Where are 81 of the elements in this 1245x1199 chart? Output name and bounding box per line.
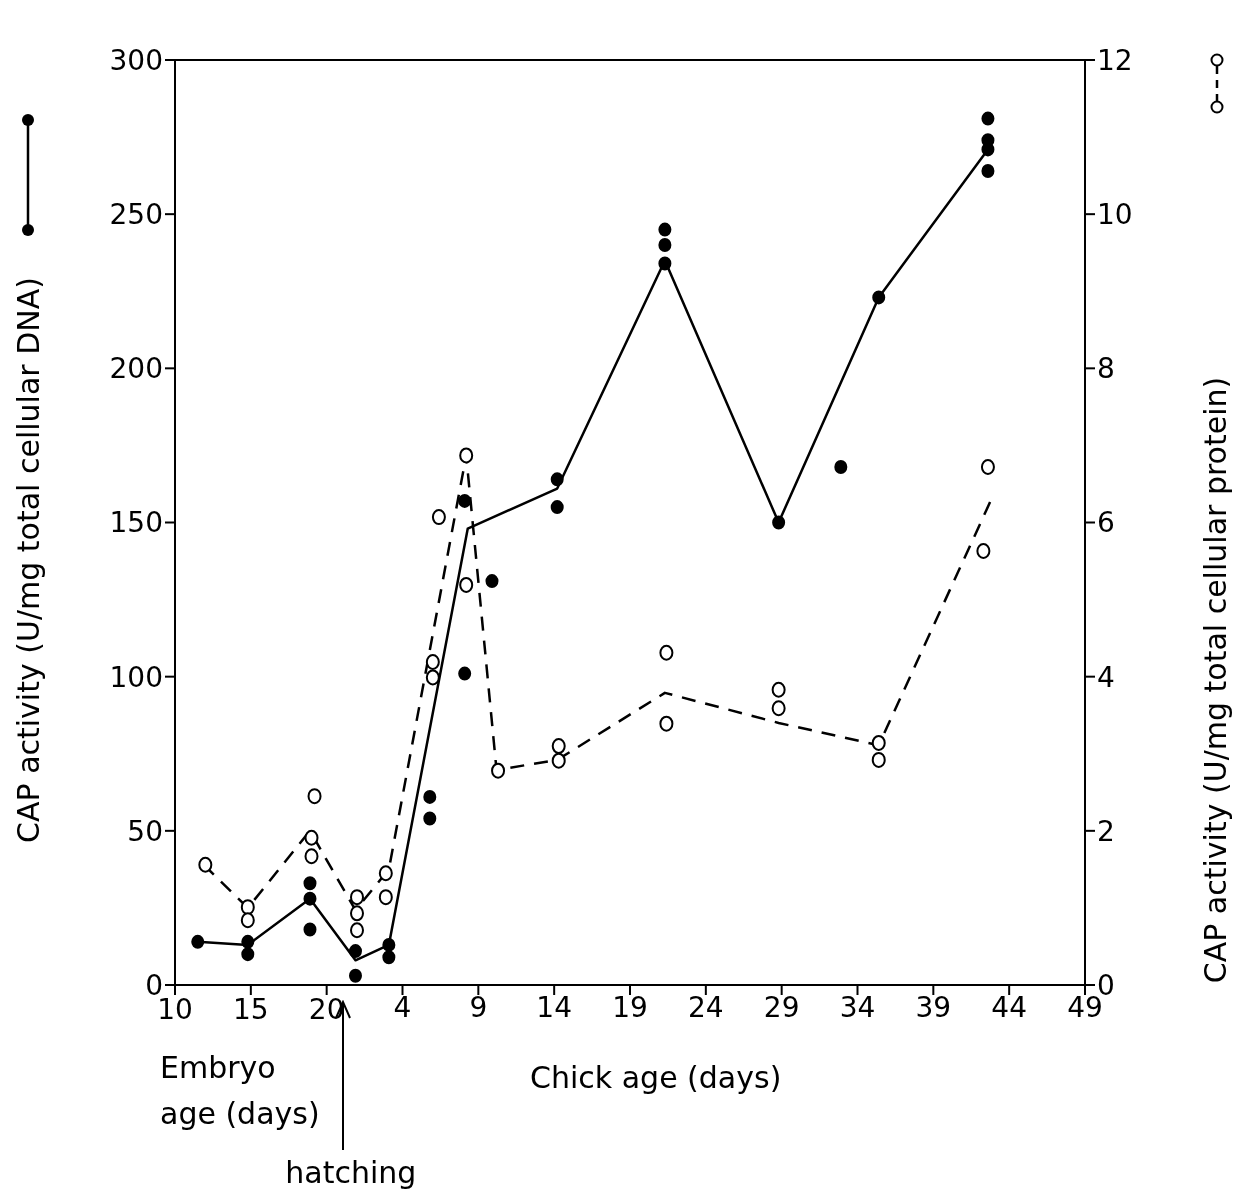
- point: [307, 788, 322, 805]
- point: [834, 460, 848, 474]
- point: [980, 459, 995, 475]
- point: [871, 751, 886, 768]
- point: [981, 111, 995, 126]
- x-tick-label: 24: [688, 990, 724, 1024]
- point: [659, 644, 674, 661]
- x-tick-label: 14: [536, 990, 572, 1024]
- x-tick-label: 19: [612, 990, 648, 1024]
- y-tick-label: 100: [109, 660, 163, 694]
- point: [458, 493, 472, 508]
- point: [658, 256, 672, 271]
- point: [459, 447, 474, 464]
- point: [304, 848, 319, 865]
- point: [303, 876, 317, 891]
- point: [551, 738, 566, 755]
- y-tick-label: 250: [109, 198, 163, 232]
- point: [425, 654, 440, 671]
- point: [771, 681, 786, 698]
- point: [772, 515, 786, 530]
- point: [550, 500, 564, 515]
- point: [350, 889, 364, 906]
- y-tick-label: 300: [109, 43, 163, 77]
- point: [423, 789, 437, 804]
- x-tick-label: 44: [991, 990, 1027, 1024]
- point: [658, 222, 672, 237]
- point: [378, 865, 393, 882]
- y2-tick-label: 4: [1097, 660, 1115, 694]
- point: [551, 752, 566, 769]
- point: [348, 968, 362, 983]
- point: [382, 950, 396, 965]
- point: [771, 700, 786, 717]
- x-axis-title: Chick age (days): [530, 1060, 782, 1095]
- point: [981, 164, 995, 178]
- text: Embryo age (days): [160, 1049, 321, 1133]
- point: [423, 811, 437, 826]
- point: [485, 574, 499, 589]
- point: [348, 944, 362, 959]
- x-tick-label: 9: [469, 990, 488, 1024]
- point: [976, 543, 991, 560]
- point: [550, 472, 564, 487]
- point: [198, 856, 213, 873]
- y2-tick-label: 8: [1097, 352, 1115, 386]
- y-axis-title: CAP activity (U/mg total cellular DNA): [10, 277, 46, 843]
- y2-tick-label: 12: [1097, 43, 1133, 77]
- x-tick-label: 34: [839, 990, 876, 1024]
- point: [658, 238, 672, 252]
- point: [241, 947, 255, 962]
- point: [872, 290, 886, 305]
- point: [425, 669, 440, 686]
- x2-tick-label: 15: [233, 993, 269, 1026]
- point: [871, 734, 886, 751]
- point: [241, 934, 255, 949]
- point: [191, 934, 205, 949]
- y-tick-label: 50: [127, 814, 163, 848]
- point: [304, 829, 319, 846]
- y2-axis-title: CAP activity (U/mg total cellular protein): [1197, 376, 1233, 984]
- y2-tick-label: 2: [1097, 814, 1115, 848]
- x-tick-label: 29: [763, 990, 800, 1024]
- point: [350, 905, 364, 922]
- x2-tick-label: 10: [157, 993, 193, 1026]
- point: [382, 937, 396, 952]
- point: [458, 666, 472, 681]
- y-tick-label: 200: [109, 352, 163, 386]
- point: [240, 899, 255, 916]
- point: [491, 762, 506, 779]
- text: hatching: [285, 1155, 417, 1190]
- y2-tick-label: 6: [1097, 506, 1115, 540]
- point: [659, 715, 674, 732]
- point: [350, 922, 364, 939]
- y2-tick-label: 10: [1097, 198, 1133, 232]
- x-tick-label: 39: [915, 990, 952, 1024]
- point: [240, 912, 255, 929]
- point: [459, 576, 474, 593]
- point: [981, 142, 995, 157]
- point: [378, 889, 393, 906]
- x-tick-label: 4: [393, 990, 412, 1024]
- point: [431, 509, 446, 526]
- point: [303, 891, 317, 906]
- point: [303, 922, 317, 937]
- y-tick-label: 150: [109, 506, 163, 540]
